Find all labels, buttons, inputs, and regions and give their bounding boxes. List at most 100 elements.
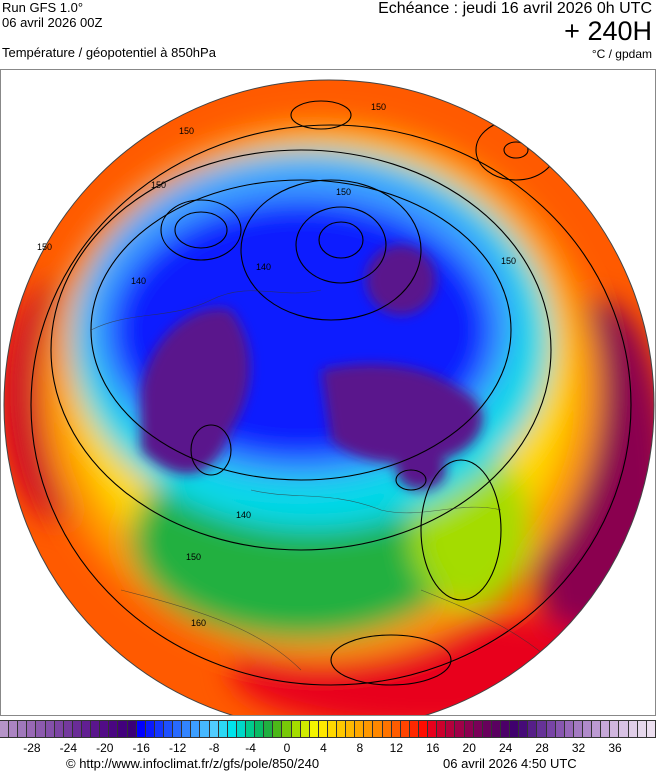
colorbar-tick-label: 20 — [462, 741, 476, 755]
colorbar-tick-label: 0 — [283, 741, 291, 755]
colorbar-swatch — [610, 720, 620, 738]
colorbar-swatch — [446, 720, 456, 738]
run-label: Run GFS 1.0° — [2, 0, 84, 15]
colorbar-swatch — [273, 720, 283, 738]
colorbar-swatch — [546, 720, 556, 738]
colorbar-swatch — [136, 720, 146, 738]
colorbar-tick-label: -8 — [208, 741, 220, 755]
colorbar-swatch — [592, 720, 602, 738]
colorbar-tick-label: -20 — [96, 741, 114, 755]
colorbar-swatch — [400, 720, 410, 738]
colorbar-swatch — [100, 720, 110, 738]
colorbar-swatch — [364, 720, 374, 738]
colorbar-swatch — [54, 720, 64, 738]
colorbar-swatch — [300, 720, 310, 738]
colorbar-tick-label: 24 — [498, 741, 513, 755]
colorbar-swatch — [491, 720, 502, 738]
contour-label: 160 — [191, 618, 206, 628]
colorbar-swatch — [182, 720, 192, 738]
colorbar-swatch — [583, 720, 593, 738]
colorbar-swatch — [473, 720, 483, 738]
contour-label: 150 — [336, 187, 351, 197]
colorbar-swatch — [419, 720, 429, 738]
colorbar-swatch — [209, 720, 219, 738]
colorbar-swatch — [0, 720, 10, 738]
colorbar-tick-label: 16 — [426, 741, 440, 755]
forecast-valid-time: Echéance : jeudi 16 avril 2026 0h UTC — [378, 0, 652, 17]
colorbar-swatch — [646, 720, 656, 738]
colorbar-tick-label: 36 — [608, 741, 622, 755]
colorbar-swatch — [45, 720, 55, 738]
colorbar-swatch — [173, 720, 183, 738]
colorbar-swatch — [519, 720, 529, 738]
colorbar-swatch — [91, 720, 101, 738]
colorbar-swatch — [81, 720, 92, 738]
colorbar-swatch — [537, 720, 547, 738]
colorbar-swatch — [409, 720, 420, 738]
colorbar-swatch — [36, 720, 46, 738]
colorbar-swatch — [191, 720, 201, 738]
colorbar-swatch — [9, 720, 19, 738]
colorbar-swatch — [619, 720, 629, 738]
units-label: °C / gpdam — [591, 47, 652, 61]
contour-label: 150 — [371, 102, 386, 112]
colorbar-swatch — [236, 720, 246, 738]
colorbar-swatch — [637, 720, 647, 738]
contour-label: 150 — [501, 256, 516, 266]
map-title: Température / géopotentiel à 850hPa — [2, 45, 216, 60]
colorbar-swatch — [255, 720, 265, 738]
colorbar-swatch — [18, 720, 28, 738]
colorbar-swatch — [564, 720, 574, 738]
contour-label: 140 — [236, 510, 251, 520]
colorbar-swatch — [601, 720, 611, 738]
colorbar-swatch — [72, 720, 82, 738]
colorbar-swatch — [163, 720, 174, 738]
colorbar-swatch — [327, 720, 338, 738]
colorbar-swatch — [528, 720, 538, 738]
polar-map: 150 150 150 140 140 150 150 160 150 140 … — [0, 69, 656, 716]
source-credit: © http://www.infoclimat.fr/z/gfs/pole/85… — [66, 756, 320, 771]
contour-label: 150 — [37, 242, 52, 252]
generated-time: 06 avril 2026 4:50 UTC — [443, 756, 577, 771]
colorbar-tick-label: 32 — [571, 741, 586, 755]
colorbar-swatch — [200, 720, 210, 738]
colorbar-swatch — [355, 720, 365, 738]
colorbar-swatch — [245, 720, 256, 738]
colorbar-swatch — [282, 720, 292, 738]
colorbar-tick-label: 8 — [356, 741, 364, 755]
colorbar-tick-label: -12 — [168, 741, 187, 755]
colorbar-swatch — [628, 720, 638, 738]
colorbar-swatch — [218, 720, 228, 738]
contour-label: 150 — [186, 552, 201, 562]
contour-label: 150 — [179, 126, 194, 136]
colorbar-tick-label: -28 — [23, 741, 41, 755]
colorbar-swatch — [346, 720, 356, 738]
colorbar-swatch — [318, 720, 328, 738]
temperature-colorbar — [0, 720, 656, 738]
colorbar-swatch — [127, 720, 137, 738]
colorbar-tick-label: 28 — [535, 741, 549, 755]
colorbar-swatch — [510, 720, 520, 738]
colorbar-tick-label: 4 — [320, 741, 327, 755]
colorbar-swatch — [555, 720, 565, 738]
colorbar-swatch — [455, 720, 465, 738]
contour-label: 140 — [131, 276, 146, 286]
colorbar-tick-label: -24 — [59, 741, 77, 755]
colorbar-swatch — [109, 720, 119, 738]
colorbar-tick-label: -16 — [132, 741, 150, 755]
colorbar-swatch — [145, 720, 155, 738]
colorbar-swatch — [291, 720, 301, 738]
colorbar-swatch — [264, 720, 274, 738]
colorbar-swatch — [337, 720, 347, 738]
colorbar-tick-label: 12 — [389, 741, 404, 755]
colorbar-swatch — [154, 720, 164, 738]
colorbar-swatch — [501, 720, 511, 738]
colorbar-swatch — [63, 720, 73, 738]
contour-label: 150 — [151, 180, 166, 190]
colorbar-tick-label: -4 — [245, 741, 256, 755]
colorbar-swatch — [428, 720, 438, 738]
colorbar-swatch — [482, 720, 492, 738]
colorbar-swatch — [382, 720, 392, 738]
run-date: 06 avril 2026 00Z — [2, 15, 103, 30]
colorbar-swatch — [373, 720, 383, 738]
